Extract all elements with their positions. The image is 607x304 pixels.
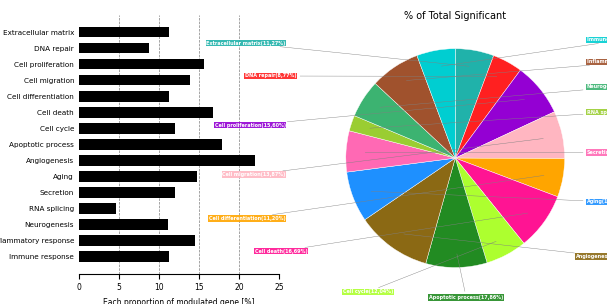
Bar xyxy=(79,43,149,54)
Text: Immune response(11,24%): Immune response(11,24%) xyxy=(441,37,607,66)
Wedge shape xyxy=(455,112,565,159)
Wedge shape xyxy=(417,49,455,158)
Text: Cell migration(13,87%): Cell migration(13,87%) xyxy=(222,139,543,177)
Text: Cell differentiation(11,20%): Cell differentiation(11,20%) xyxy=(209,175,544,221)
Bar xyxy=(79,75,190,85)
Text: Extracellular matrix(11,27%): Extracellular matrix(11,27%) xyxy=(206,41,469,66)
Bar xyxy=(79,107,212,118)
Bar xyxy=(79,91,169,102)
Wedge shape xyxy=(455,158,524,263)
Wedge shape xyxy=(455,158,558,243)
Bar xyxy=(79,123,175,133)
Wedge shape xyxy=(354,83,455,158)
Bar xyxy=(79,203,116,214)
Bar xyxy=(79,219,168,230)
Wedge shape xyxy=(455,56,520,158)
Wedge shape xyxy=(347,158,455,220)
X-axis label: Each proportion of modulated gene [%]: Each proportion of modulated gene [%] xyxy=(103,298,255,304)
Text: Cell cycle(12,04%): Cell cycle(12,04%) xyxy=(342,241,496,294)
Wedge shape xyxy=(375,56,455,158)
Text: Secretion(11,97%): Secretion(11,97%) xyxy=(365,150,607,155)
Bar xyxy=(79,171,197,182)
Text: Angiogenesis(21,98%): Angiogenesis(21,98%) xyxy=(404,234,607,259)
Wedge shape xyxy=(346,131,455,172)
Wedge shape xyxy=(349,116,455,158)
Text: RNA splicing(4,59%): RNA splicing(4,59%) xyxy=(370,110,607,128)
Wedge shape xyxy=(455,70,554,158)
Text: DNA repair(8,77%): DNA repair(8,77%) xyxy=(245,74,497,78)
Title: % of Total Significant: % of Total Significant xyxy=(404,11,506,20)
Bar xyxy=(79,155,255,166)
Bar xyxy=(79,187,175,198)
Bar xyxy=(79,251,169,262)
Bar xyxy=(79,139,222,150)
Bar xyxy=(79,59,204,69)
Text: Aging(14,75%): Aging(14,75%) xyxy=(371,191,607,204)
Wedge shape xyxy=(426,158,487,268)
Bar xyxy=(79,27,169,37)
Wedge shape xyxy=(455,49,493,158)
Text: Neurogenesis(11,08%): Neurogenesis(11,08%) xyxy=(380,85,607,107)
Text: Cell proliferation(15,60%): Cell proliferation(15,60%) xyxy=(215,99,524,128)
Wedge shape xyxy=(365,158,455,264)
Wedge shape xyxy=(455,158,565,197)
Text: Apoptotic process(17,86%): Apoptotic process(17,86%) xyxy=(429,254,503,300)
Text: Inflammatory response(14,53%): Inflammatory response(14,53%) xyxy=(406,59,607,81)
Text: Cell death(16,69%): Cell death(16,69%) xyxy=(255,213,528,254)
Bar xyxy=(79,235,195,246)
